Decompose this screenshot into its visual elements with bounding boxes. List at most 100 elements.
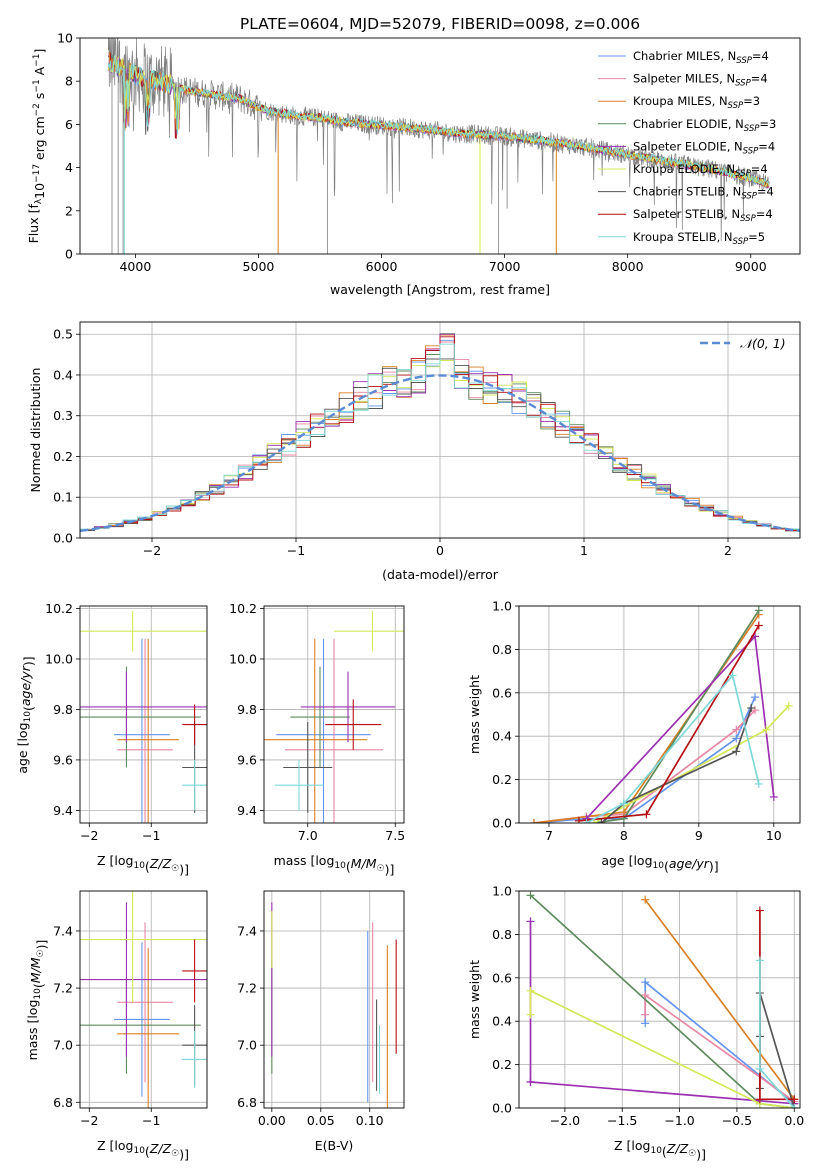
label-part: )] [21, 656, 36, 666]
weight-marker [619, 799, 628, 808]
y-tick-label: 0.4 [53, 367, 73, 382]
weight-line-4 [529, 921, 795, 1105]
label-part: ( [21, 706, 36, 711]
legend-label: Kroupa STELIB, NSSP=5 [633, 230, 765, 247]
legend-label: Kroupa ELODIE, NSSP=4 [633, 162, 768, 179]
y-tick-label: 0.0 [492, 1101, 512, 1116]
x-tick-label: 0.0 [784, 1113, 804, 1128]
x-tick-label: 0.00 [258, 1113, 286, 1128]
plot-area [80, 333, 800, 538]
label-part: λ [34, 198, 44, 204]
weight-marker [732, 734, 741, 743]
x-tick-label: 7.0 [298, 828, 318, 843]
legend-label-main: Chabrier STELIB, N [633, 185, 741, 199]
y-tick-label: 10 [57, 31, 73, 46]
y-tick-label: 9.6 [53, 752, 73, 767]
label-part: Z [log [97, 853, 133, 868]
axes-frame [79, 605, 208, 824]
x-tick-label: −1.0 [664, 1113, 694, 1128]
label-part: 10 [33, 988, 43, 1000]
x-axis-label: E(B-V) [315, 1138, 354, 1153]
label-part: )] [696, 1147, 706, 1162]
legend-label-main: Chabrier MILES, N [633, 49, 736, 63]
label-part: M/M [351, 856, 377, 871]
legend-label-main: Kroupa STELIB, N [633, 230, 733, 244]
x-tick-label: 5000 [243, 259, 275, 274]
weight-marker [529, 819, 538, 823]
y-tick-label: 0.0 [53, 531, 73, 546]
label-part: 10 [23, 711, 33, 723]
label-part: age [log [601, 853, 652, 868]
legend-label-sub: SSP [741, 192, 757, 202]
x-tick-label: 0 [436, 543, 444, 558]
y-tick-label: 0.2 [53, 449, 73, 464]
x-tick-label: 7.5 [385, 828, 405, 843]
weight-line-8 [759, 960, 795, 1108]
label-part: ( [145, 1144, 150, 1159]
legend-label-sub: SSP [740, 214, 756, 224]
legend-label: Kroupa MILES, NSSP=3 [633, 94, 760, 111]
weight-line-3 [529, 894, 795, 1108]
y-axis-label: mass weight [467, 675, 482, 754]
x-tick-label: −1.5 [607, 1113, 637, 1128]
weight-line-6 [600, 707, 753, 823]
y-tick-label: 9.8 [237, 702, 257, 717]
label-part: −2 [32, 103, 42, 116]
weight-line-7 [759, 910, 795, 1101]
axes-frame [518, 890, 801, 1109]
y-tick-label: 0 [65, 247, 73, 262]
legend-label-val: =4 [752, 49, 769, 63]
legend-label-sub: SSP [736, 56, 752, 66]
y-tick-label: 2 [65, 203, 73, 218]
y-tick-label: 1.0 [492, 599, 512, 614]
y-tick-label: 0.8 [492, 642, 512, 657]
weight-marker [526, 891, 535, 900]
label-part: age [log [15, 722, 30, 773]
weight-marker [728, 671, 737, 680]
legend-label-val: =3 [759, 117, 776, 131]
label-part: M/M [28, 957, 43, 983]
label-part: 10 [334, 861, 346, 871]
label-part: ( [31, 983, 46, 988]
y-tick-label: 7.2 [237, 981, 257, 996]
weight-marker [732, 725, 741, 734]
x-tick-label: 7000 [489, 259, 521, 274]
legend-label-val: =4 [757, 185, 774, 199]
y-tick-label: 10.0 [45, 651, 73, 666]
y-tick-label: 9.6 [237, 752, 257, 767]
y-axis-label: age [log10(age/yr)] [15, 656, 36, 773]
y-tick-label: 0.3 [53, 408, 73, 423]
x-tick-label: 1 [580, 543, 588, 558]
legend-label: Chabrier STELIB, NSSP=4 [633, 185, 774, 202]
legend-label-sub: SSP [733, 237, 749, 247]
weight-line-2 [644, 899, 795, 1100]
label-part: age/yr [669, 856, 710, 871]
label-part: 10 [32, 183, 47, 199]
label-part: mass [log [274, 853, 335, 868]
plot-area [107, 38, 770, 254]
x-axis-label: (data-model)/error [382, 567, 499, 582]
y-tick-label: 10.0 [229, 651, 257, 666]
weight-line-0 [533, 696, 756, 823]
weight-marker [574, 816, 583, 823]
weight-marker [755, 1095, 764, 1104]
y-tick-label: 6.8 [237, 1095, 257, 1110]
label-part: Z/Z [666, 1141, 689, 1156]
legend-label-main: Salpeter MILES, N [633, 72, 735, 86]
label-part: erg cm [32, 116, 47, 164]
weight-marker [641, 1019, 650, 1028]
y-tick-label: 7.0 [53, 1038, 73, 1053]
weight-line-5 [529, 989, 795, 1108]
label-part: ☉ [171, 1149, 179, 1159]
weight-marker [526, 917, 535, 926]
y-tick-label: 1.0 [492, 884, 512, 899]
legend-label-main: Kroupa MILES, N [633, 94, 728, 108]
x-tick-label: 6000 [366, 259, 398, 274]
weight-marker [751, 693, 760, 702]
legend-label: Salpeter STELIB, NSSP=4 [633, 207, 773, 224]
label-part: Flux [f [26, 204, 41, 244]
plot-area [271, 902, 397, 1108]
axes-frame [518, 605, 801, 824]
legend-label-val: =5 [748, 230, 765, 244]
panel-age_vs_Z: −2 −19.49.69.810.010.2Z [log10(Z/Z☉)]age … [15, 601, 208, 877]
